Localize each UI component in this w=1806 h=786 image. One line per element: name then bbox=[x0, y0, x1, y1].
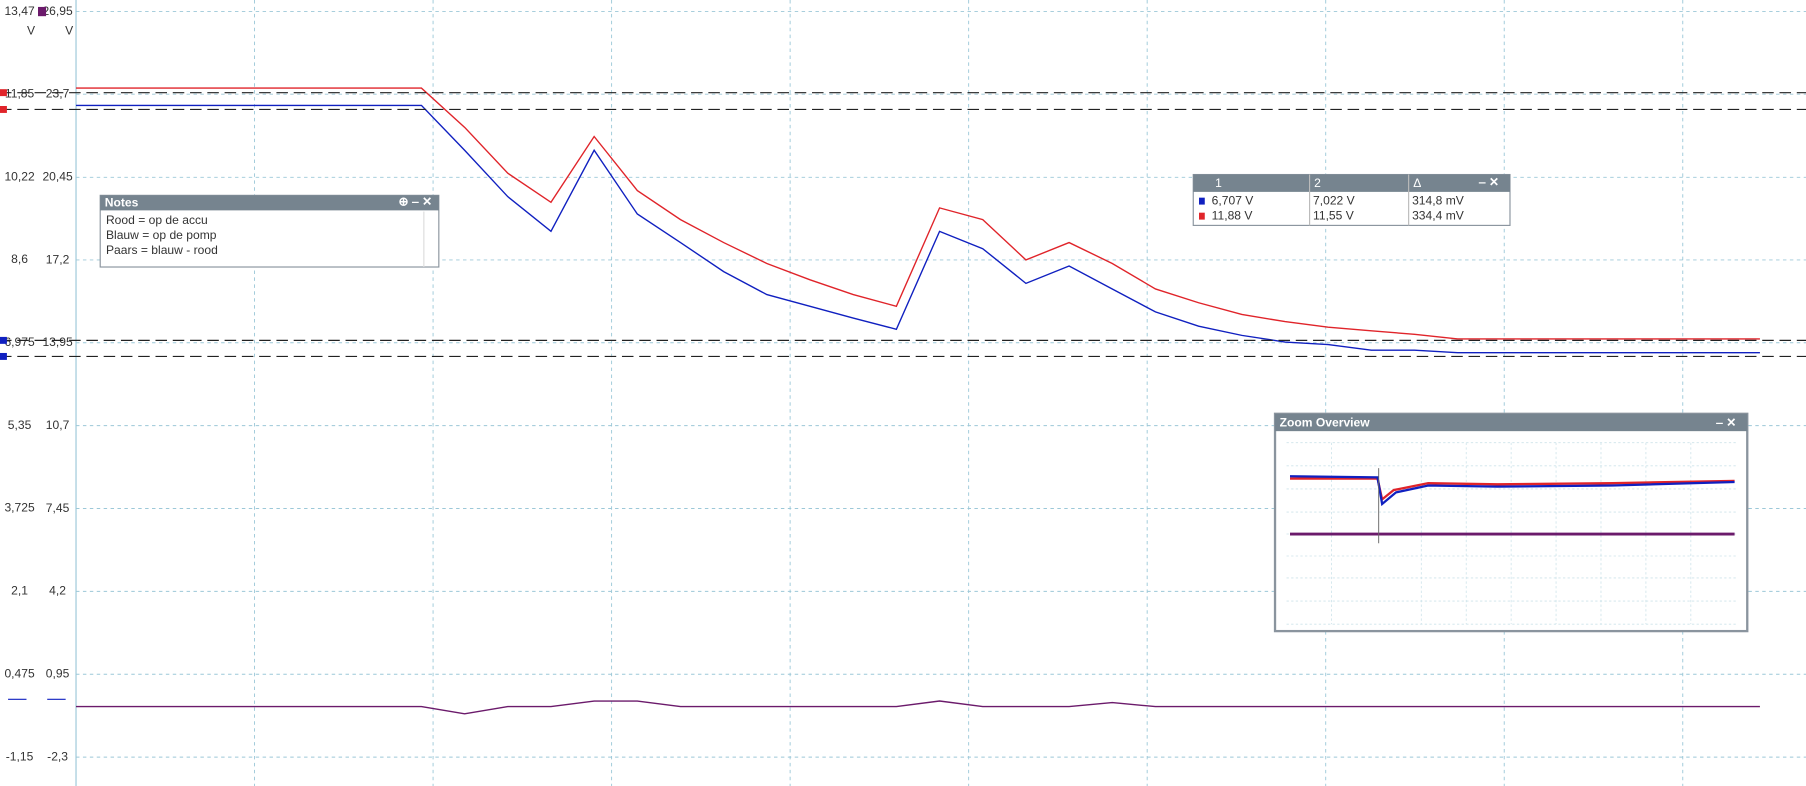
ruler-window[interactable]: 1 2 Δ ‒ ✕ 6,707 V 7,022 V 314,8 mV 11,88 V 1… bbox=[1192, 173, 1511, 226]
y-tick-label: 13,47 bbox=[4, 4, 35, 18]
zoom-titlebar bbox=[1275, 413, 1748, 432]
channel-marker bbox=[38, 6, 47, 17]
zoom-title: Zoom Overview bbox=[1280, 415, 1371, 429]
y2-tick-label: 7,45 bbox=[46, 501, 70, 515]
y-tick-label: 10,22 bbox=[4, 169, 35, 183]
notes-title: Notes bbox=[105, 196, 139, 210]
ruler-swatch bbox=[1199, 212, 1205, 220]
plot-area bbox=[0, 87, 1806, 715]
y-tick-label: 0,475 bbox=[4, 666, 35, 680]
trace bbox=[76, 104, 1760, 354]
ruler-cell: 314,8 mV bbox=[1412, 193, 1465, 207]
y-tick-label: 8,6 bbox=[11, 252, 28, 266]
ruler-header bbox=[1193, 174, 1510, 192]
y-tick-label: 3,725 bbox=[4, 501, 35, 515]
notes-window[interactable]: Notes ⊕ ‒ ✕ Rood = op de accu Blauw = op… bbox=[99, 194, 440, 268]
y-tick-label: -1,15 bbox=[6, 749, 34, 763]
y2-tick-label: 23,7 bbox=[46, 87, 70, 101]
ruler-cell: 7,022 V bbox=[1313, 193, 1356, 207]
ruler-handle bbox=[0, 106, 7, 113]
ruler-header-cell: Δ bbox=[1413, 176, 1421, 190]
trace bbox=[76, 700, 1760, 715]
zoom-grid bbox=[1286, 442, 1736, 625]
ruler-header-cell: 1 bbox=[1215, 176, 1222, 190]
ruler-cell: 11,55 V bbox=[1313, 208, 1355, 222]
zoom-overview-window[interactable]: Zoom Overview ‒ ✕ bbox=[1273, 412, 1749, 633]
y2-axis-unit: V bbox=[65, 23, 74, 37]
ruler-cell: 11,88 V bbox=[1212, 208, 1254, 222]
background: 13,47 11,85 10,22 8,6 6,975 5,35 3,725 2,1 0,475… bbox=[4, 0, 1806, 786]
pin-button[interactable]: ⊕ ‒ ✕ bbox=[399, 194, 433, 208]
y2-tick-label: 20,45 bbox=[42, 169, 73, 183]
ruler-rows: 6,707 V 7,022 V 314,8 mV 11,88 V 11,55 V 334,… bbox=[1199, 193, 1465, 222]
trace bbox=[76, 87, 1760, 340]
y2-tick-label: 17,2 bbox=[46, 252, 70, 266]
ruler-cell: 334,4 mV bbox=[1412, 208, 1465, 222]
y2-tick-label: 26,95 bbox=[42, 4, 73, 18]
y-tick-label: 5,35 bbox=[8, 418, 32, 432]
window-buttons[interactable]: ‒ ✕ bbox=[1715, 415, 1736, 429]
y-tick-label: 2,1 bbox=[11, 584, 28, 598]
notes-titlebar bbox=[100, 195, 439, 211]
ruler-handle bbox=[0, 89, 7, 97]
ruler-cell: 6,707 V bbox=[1212, 193, 1255, 207]
window-buttons[interactable]: ‒ ✕ bbox=[1478, 175, 1499, 189]
y-axis-unit: V bbox=[27, 23, 36, 37]
y2-tick-label: -2,3 bbox=[47, 749, 68, 763]
note-line: Blauw = op de pomp bbox=[106, 228, 217, 242]
ruler-handle bbox=[0, 336, 7, 344]
y-tick-label: 11,85 bbox=[5, 86, 35, 100]
ruler-handle bbox=[0, 352, 7, 360]
y2-tick-label: 0,95 bbox=[46, 666, 70, 680]
note-line: Paars = blauw - rood bbox=[106, 243, 218, 257]
y-tick-label: 6,975 bbox=[4, 335, 35, 349]
note-line: Rood = op de accu bbox=[106, 213, 208, 227]
y2-tick-label: 10,7 bbox=[46, 418, 70, 432]
y2-tick-label: 13,95 bbox=[42, 335, 73, 349]
y2-tick-label: 4,2 bbox=[49, 584, 66, 598]
ruler-swatch bbox=[1199, 197, 1205, 205]
ruler-header-cell: 2 bbox=[1314, 176, 1321, 190]
